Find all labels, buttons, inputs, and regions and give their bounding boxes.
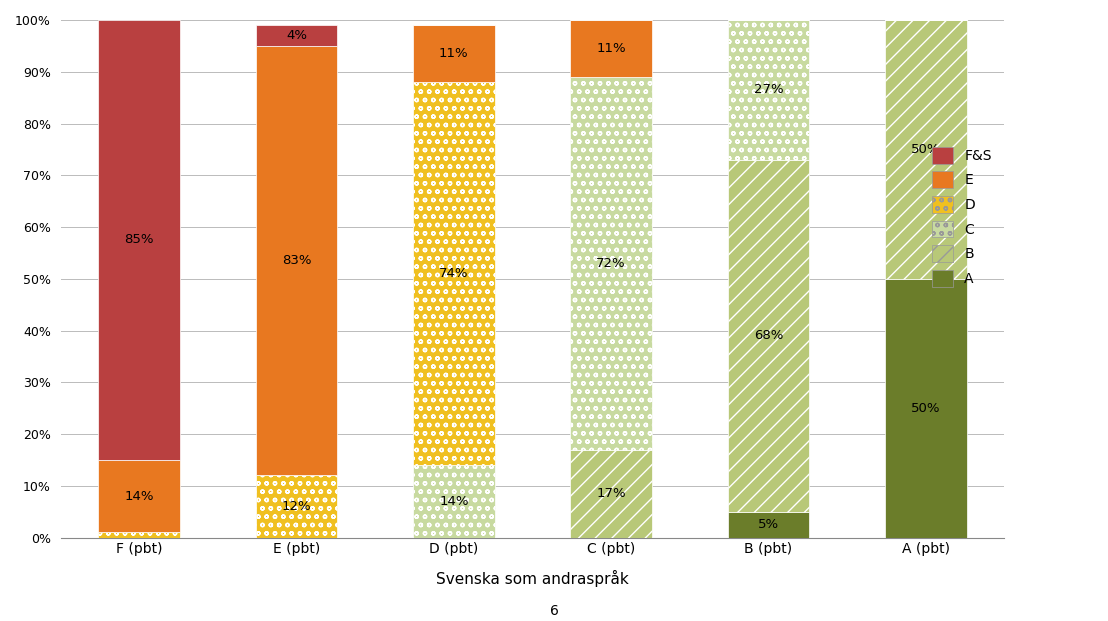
Text: 4%: 4% <box>286 29 307 42</box>
Bar <box>728 512 809 538</box>
Bar <box>885 279 966 538</box>
Bar <box>99 460 181 532</box>
Text: 11%: 11% <box>439 47 469 60</box>
Bar <box>99 20 181 460</box>
Bar <box>571 450 652 538</box>
Text: 14%: 14% <box>439 495 469 508</box>
Text: 85%: 85% <box>124 233 154 247</box>
Bar <box>728 20 809 160</box>
Bar <box>256 25 338 46</box>
Text: 17%: 17% <box>596 487 626 500</box>
Bar <box>413 465 495 538</box>
Text: 27%: 27% <box>753 83 783 96</box>
Bar <box>256 476 338 538</box>
Bar <box>571 20 652 77</box>
Bar <box>413 82 495 465</box>
Bar <box>571 77 652 450</box>
X-axis label: Svenska som andraspråk: Svenska som andraspråk <box>437 570 629 587</box>
Text: 11%: 11% <box>596 42 626 55</box>
Bar <box>256 46 338 476</box>
Bar <box>413 25 495 82</box>
Text: 68%: 68% <box>753 329 783 342</box>
Bar <box>885 20 966 279</box>
Bar <box>728 160 809 512</box>
Text: 6: 6 <box>550 604 558 618</box>
Text: 50%: 50% <box>911 143 941 156</box>
Text: 50%: 50% <box>911 402 941 415</box>
Text: 14%: 14% <box>124 490 154 502</box>
Text: 74%: 74% <box>439 267 469 280</box>
Text: 12%: 12% <box>281 500 311 513</box>
Legend: F&S, E, D, C, B, A: F&S, E, D, C, B, A <box>927 141 997 292</box>
Text: 72%: 72% <box>596 256 626 270</box>
Text: 5%: 5% <box>758 518 779 531</box>
Text: 83%: 83% <box>281 254 311 267</box>
Bar <box>99 532 181 538</box>
